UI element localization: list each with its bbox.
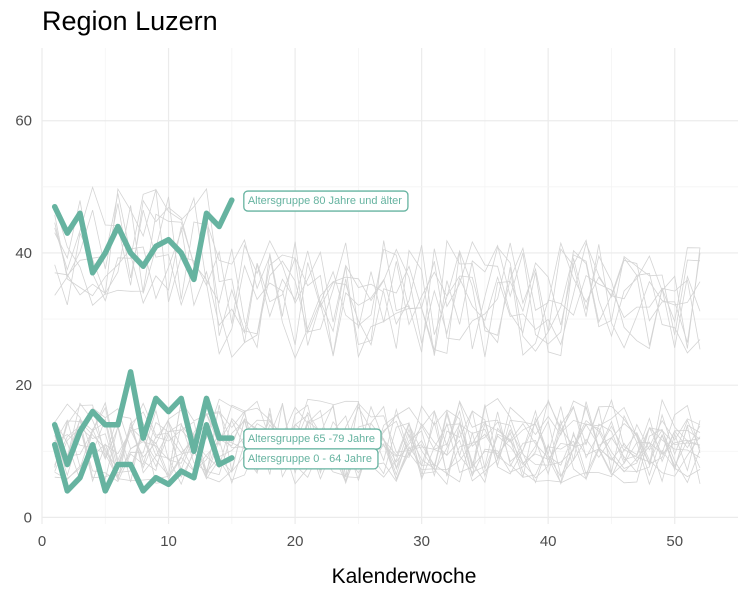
background-series-line <box>54 196 701 359</box>
series-label: Altersgruppe 80 Jahre und älter <box>243 190 409 212</box>
series-label-text: Altersgruppe 80 Jahre und älter <box>248 195 402 207</box>
background-series-line <box>54 185 701 348</box>
x-tick-label: 10 <box>160 533 177 550</box>
background-series-line <box>54 400 701 474</box>
y-tick-label: 20 <box>15 377 32 394</box>
chart-title: Region Luzern <box>42 6 218 36</box>
x-tick-label: 20 <box>287 533 304 550</box>
y-tick-label: 0 <box>24 509 32 526</box>
highlight-series-line <box>51 369 235 468</box>
highlight-series-line <box>51 422 235 494</box>
y-tick-label: 60 <box>15 113 32 130</box>
background-series-line <box>54 398 701 479</box>
background-series-line <box>54 187 701 357</box>
y-tick-label: 40 <box>15 245 32 262</box>
background-series-line <box>54 402 701 478</box>
highlight-lines-layer <box>51 197 235 494</box>
x-tick-label: 40 <box>540 533 557 550</box>
series-label: Altersgruppe 0 - 64 Jahre <box>243 448 379 470</box>
x-axis-title: Kalenderwoche <box>332 565 477 588</box>
series-label: Altersgruppe 65 -79 Jahre <box>243 428 382 450</box>
series-label-text: Altersgruppe 0 - 64 Jahre <box>248 453 372 465</box>
x-tick-label: 0 <box>38 533 46 550</box>
background-series-line <box>54 420 701 486</box>
tick-labels-layer: 0 10 20 30 40 50 0 20 40 60 <box>15 113 683 550</box>
x-tick-label: 30 <box>413 533 430 550</box>
background-series-line <box>54 196 701 355</box>
background-series-line <box>54 193 701 358</box>
series-label-box <box>243 190 409 212</box>
series-labels-layer: Altersgruppe 80 Jahre und älter Altersgru… <box>243 190 409 470</box>
x-tick-label: 50 <box>666 533 683 550</box>
series-label-text: Altersgruppe 65 -79 Jahre <box>248 433 375 445</box>
series-label-box <box>243 448 379 470</box>
highlight-series-line <box>51 197 235 283</box>
